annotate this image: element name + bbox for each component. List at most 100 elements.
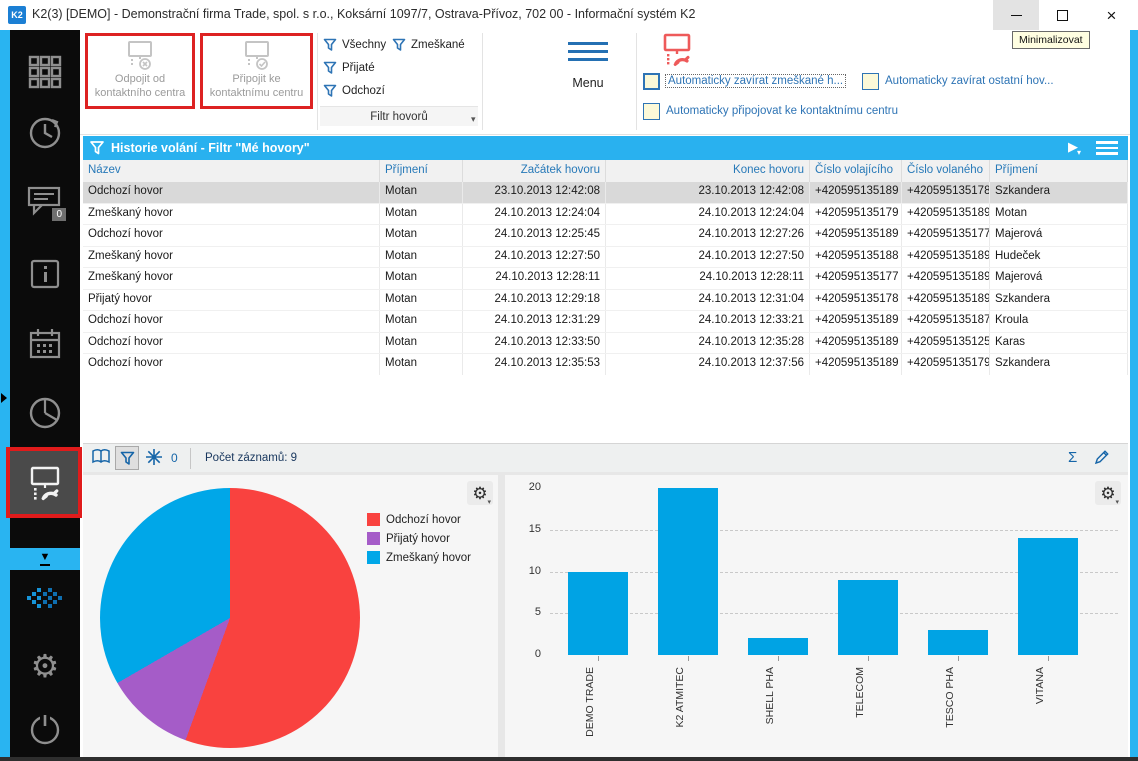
sidebar-item-calendar[interactable] [10, 327, 80, 359]
close-button[interactable]: × [1085, 0, 1138, 30]
bar [748, 638, 808, 655]
table-cell: Motan [990, 203, 1128, 224]
table-row[interactable]: Odchozí hovor Motan 24.10.2013 12:31:29 24.… [83, 311, 1128, 333]
table-cell: 24.10.2013 12:27:26 [606, 225, 810, 246]
bar-settings-button[interactable]: ⚙ ▾ [1095, 481, 1121, 506]
table-row[interactable]: Odchozí hovor Motan 24.10.2013 12:33:50 24.… [83, 332, 1128, 354]
contact-center-disconnected-icon [655, 32, 699, 68]
legend-item: Odchozí hovor [367, 513, 471, 526]
table-cell: Majerová [990, 225, 1128, 246]
maximize-button[interactable] [1039, 0, 1085, 30]
table-row[interactable]: Přijatý hovor Motan 24.10.2013 12:29:18 24.… [83, 289, 1128, 311]
filter-group-dropdown-icon[interactable]: ▾ [471, 114, 476, 124]
table-cell: Motan [380, 354, 463, 375]
sidebar-item-power[interactable] [10, 710, 80, 746]
sidebar-item-contact-center[interactable] [6, 447, 82, 518]
filter-all-button[interactable]: Všechny [323, 38, 386, 52]
checkbox-label: Automaticky připojovat ke kontaktnímu ce… [666, 105, 899, 117]
freeze-rows-button[interactable] [145, 448, 163, 466]
statusbar: 0 Počet záznamů: 9 Σ [83, 443, 1128, 472]
sidebar-item-info[interactable] [10, 258, 80, 290]
column-header[interactable]: Číslo volajícího [810, 160, 902, 182]
table-cell: Motan [380, 289, 463, 310]
grid-menu-button[interactable] [1096, 141, 1118, 158]
table-row[interactable]: Zmeškaný hovor Motan 24.10.2013 12:28:11 24… [83, 268, 1128, 290]
y-axis-tick-label: 15 [528, 522, 541, 535]
legend-swatch [367, 513, 380, 526]
pie-settings-button[interactable]: ⚙ ▾ [467, 481, 493, 506]
table-cell: +420595135189 [902, 289, 990, 310]
ribbon-separator [317, 33, 318, 130]
table-row[interactable]: Odchozí hovor Motan 24.10.2013 12:35:53 24.… [83, 354, 1128, 376]
grid-play-button[interactable]: ▶ ▾ [1068, 139, 1082, 157]
table-cell: +420595135189 [902, 246, 990, 267]
table-cell: +420595135179 [902, 354, 990, 375]
column-header[interactable]: Konec hovoru [606, 160, 810, 182]
table-cell: 24.10.2013 12:31:04 [606, 289, 810, 310]
splitter-arrow-icon[interactable] [1, 393, 7, 403]
charts-area: Odchozí hovor Přijatý hovor Zmeškaný hovor… [83, 472, 1128, 757]
gridline [550, 529, 1118, 531]
x-axis-category-label: TESCO PHA [944, 667, 956, 728]
checkbox-box[interactable] [643, 103, 660, 120]
sidebar-item-apps[interactable] [10, 55, 80, 89]
close-icon: × [1106, 5, 1117, 25]
column-header[interactable]: Příjmení [990, 160, 1128, 182]
table-cell: Motan [380, 268, 463, 289]
table-cell: +420595135125 [902, 332, 990, 353]
column-header[interactable]: Název [83, 160, 380, 182]
disconnect-contact-center-button[interactable]: Odpojit od kontaktního centra [85, 33, 195, 109]
checkbox-auto-close-missed[interactable]: Automaticky zavírat zmeškané h... [643, 73, 847, 90]
table-row[interactable]: Zmeškaný hovor Motan 24.10.2013 12:27:50 24… [83, 246, 1128, 268]
table-cell: Szkandera [990, 182, 1128, 203]
book-view-button[interactable] [91, 448, 111, 466]
menu-button[interactable] [568, 42, 608, 66]
table-cell: +420595135188 [810, 246, 902, 267]
filter-missed-button[interactable]: Zmeškané [392, 38, 465, 52]
checkbox-auto-close-other[interactable]: Automaticky zavírat ostatní hov... [862, 73, 1054, 90]
x-axis-category-label: SHELL PHA [764, 667, 776, 725]
funnel-icon [90, 141, 104, 155]
y-axis-tick-label: 10 [528, 564, 541, 577]
power-icon [30, 714, 60, 745]
filter-received-button[interactable]: Přijaté [323, 61, 375, 75]
edit-button[interactable] [1093, 448, 1111, 466]
checkbox-label: Automaticky zavírat ostatní hov... [885, 75, 1054, 87]
table-row[interactable]: Odchozí hovor Motan 23.10.2013 12:42:08 23.… [83, 182, 1128, 204]
minimize-button[interactable] [993, 0, 1039, 30]
column-header[interactable]: Začátek hovoru [463, 160, 606, 182]
menu-button-label[interactable]: Menu [572, 76, 604, 90]
bar [658, 488, 718, 655]
filter-outgoing-button[interactable]: Odchozí [323, 84, 385, 98]
filter-active-button[interactable] [115, 446, 139, 470]
settings-gear-icon: ⚙ [30, 648, 60, 684]
column-header[interactable]: Příjmení [380, 160, 463, 182]
sidebar-item-settings[interactable]: ⚙ [10, 650, 80, 682]
checkbox-box[interactable] [643, 73, 660, 90]
table-row[interactable]: Odchozí hovor Motan 24.10.2013 12:25:45 24.… [83, 225, 1128, 247]
sum-button[interactable]: Σ [1068, 449, 1078, 466]
table-cell: +420595135187 [902, 311, 990, 332]
sidebar-item-history[interactable] [10, 115, 80, 151]
sidebar-item-k2-logo[interactable] [10, 583, 80, 613]
sidebar-item-statistics[interactable] [10, 395, 80, 431]
table-cell: 24.10.2013 12:24:04 [463, 203, 606, 224]
sidebar-item-messages[interactable]: 0 [10, 185, 80, 221]
table-cell: Zmeškaný hovor [83, 203, 380, 224]
table-cell: 23.10.2013 12:42:08 [463, 182, 606, 203]
column-header[interactable]: Číslo volaného [902, 160, 990, 182]
history-clock-icon [29, 117, 61, 149]
monitor-connect-icon [244, 41, 269, 70]
checkbox-auto-connect[interactable]: Automaticky připojovat ke kontaktnímu ce… [643, 103, 898, 120]
table-row[interactable]: Zmeškaný hovor Motan 24.10.2013 12:24:04 24… [83, 203, 1128, 225]
table-cell: +420595135177 [902, 225, 990, 246]
connect-contact-center-button[interactable]: Připojit ke kontaktnímu centru [200, 33, 313, 109]
apps-grid-icon [28, 55, 62, 89]
table-cell: 24.10.2013 12:35:53 [463, 354, 606, 375]
sidebar-collapse-button[interactable]: ▼ [10, 548, 80, 570]
table-cell: Motan [380, 203, 463, 224]
x-axis-category-label: VITANA [1034, 667, 1046, 705]
table-cell: +420595135189 [902, 203, 990, 224]
table-cell: Motan [380, 246, 463, 267]
checkbox-box[interactable] [862, 73, 879, 90]
